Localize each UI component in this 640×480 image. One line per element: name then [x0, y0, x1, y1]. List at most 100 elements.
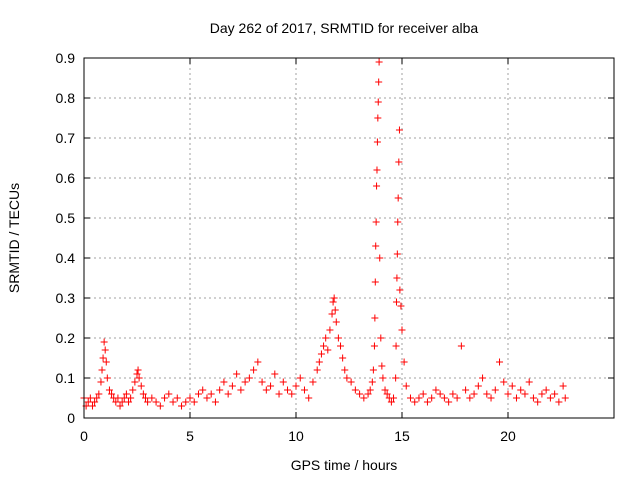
data-point	[436, 390, 444, 398]
data-point	[199, 386, 207, 394]
data-point	[258, 378, 266, 386]
data-point	[453, 394, 461, 402]
data-point	[275, 390, 283, 398]
data-point	[534, 398, 542, 406]
data-point	[423, 398, 431, 406]
data-point	[381, 386, 389, 394]
data-point	[375, 58, 383, 66]
data-point	[394, 218, 402, 226]
data-point	[479, 374, 487, 382]
data-point	[284, 386, 292, 394]
data-point	[496, 358, 504, 366]
data-point	[134, 366, 142, 374]
data-point	[254, 358, 262, 366]
data-point	[383, 390, 391, 398]
y-tick-label: 0.6	[56, 170, 76, 186]
data-point	[331, 306, 339, 314]
y-axis-label: SRMTID / TECUs	[6, 183, 22, 293]
tick-layer: 0 0.1 0.2 0.3 0.4 0.5 0.6 0.7 0.8 0.9 0 5 10 15 20	[56, 50, 614, 444]
data-point	[241, 378, 249, 386]
data-point	[339, 354, 347, 362]
data-point	[373, 166, 381, 174]
data-point	[366, 386, 374, 394]
x-axis-label: GPS time / hours	[291, 457, 398, 473]
data-point	[271, 370, 279, 378]
data-point	[445, 398, 453, 406]
data-point	[411, 398, 419, 406]
data-point	[332, 318, 340, 326]
data-point	[292, 382, 300, 390]
data-point	[112, 398, 120, 406]
y-tick-label: 0	[67, 410, 75, 426]
chart-title: Day 262 of 2017, SRMTID for receiver alb…	[210, 20, 479, 36]
data-point	[462, 386, 470, 394]
data-point	[279, 378, 287, 386]
data-point	[432, 386, 440, 394]
data-point	[156, 402, 164, 410]
data-point	[194, 390, 202, 398]
data-point	[343, 374, 351, 382]
data-point	[546, 394, 554, 402]
data-point	[373, 182, 381, 190]
data-point	[216, 386, 224, 394]
data-point	[91, 398, 99, 406]
data-point	[500, 378, 508, 386]
data-point	[374, 114, 382, 122]
data-point	[190, 398, 198, 406]
data-point	[440, 394, 448, 402]
data-point	[133, 370, 141, 378]
data-point	[561, 394, 569, 402]
data-point	[370, 342, 378, 350]
data-point	[237, 386, 245, 394]
data-point	[351, 386, 359, 394]
data-point	[182, 398, 190, 406]
data-point	[98, 366, 106, 374]
data-point	[457, 342, 465, 350]
data-point	[135, 374, 143, 382]
data-point	[376, 254, 384, 262]
data-point	[137, 382, 145, 390]
y-tick-label: 0.4	[56, 250, 76, 266]
data-point	[337, 342, 345, 350]
data-point	[347, 378, 355, 386]
data-point	[378, 362, 386, 370]
x-tick-label: 5	[186, 428, 194, 444]
data-point	[125, 398, 133, 406]
data-point	[86, 394, 94, 402]
data-point	[379, 374, 387, 382]
data-point	[118, 398, 126, 406]
data-point	[165, 390, 173, 398]
data-point	[102, 358, 110, 366]
data-point	[393, 274, 401, 282]
data-point	[341, 366, 349, 374]
data-point	[108, 390, 116, 398]
data-point	[517, 386, 525, 394]
data-point	[542, 386, 550, 394]
data-point	[161, 394, 169, 402]
data-point	[330, 294, 338, 302]
data-point	[491, 386, 499, 394]
data-point	[305, 394, 313, 402]
data-point	[483, 390, 491, 398]
data-point	[309, 378, 317, 386]
data-point	[97, 378, 105, 386]
data-point	[141, 394, 149, 402]
data-point	[152, 398, 160, 406]
data-point	[419, 390, 427, 398]
x-tick-label: 20	[500, 428, 516, 444]
data-point	[371, 314, 379, 322]
data-point	[504, 390, 512, 398]
data-point	[397, 302, 405, 310]
data-point	[173, 394, 181, 402]
data-point	[393, 250, 401, 258]
data-point	[374, 98, 382, 106]
data-point	[392, 298, 400, 306]
data-point	[169, 398, 177, 406]
data-point	[375, 78, 383, 86]
data-point	[415, 394, 423, 402]
data-point	[538, 390, 546, 398]
grid-layer	[84, 58, 614, 418]
y-tick-label: 0.9	[56, 50, 76, 66]
data-point	[398, 326, 406, 334]
